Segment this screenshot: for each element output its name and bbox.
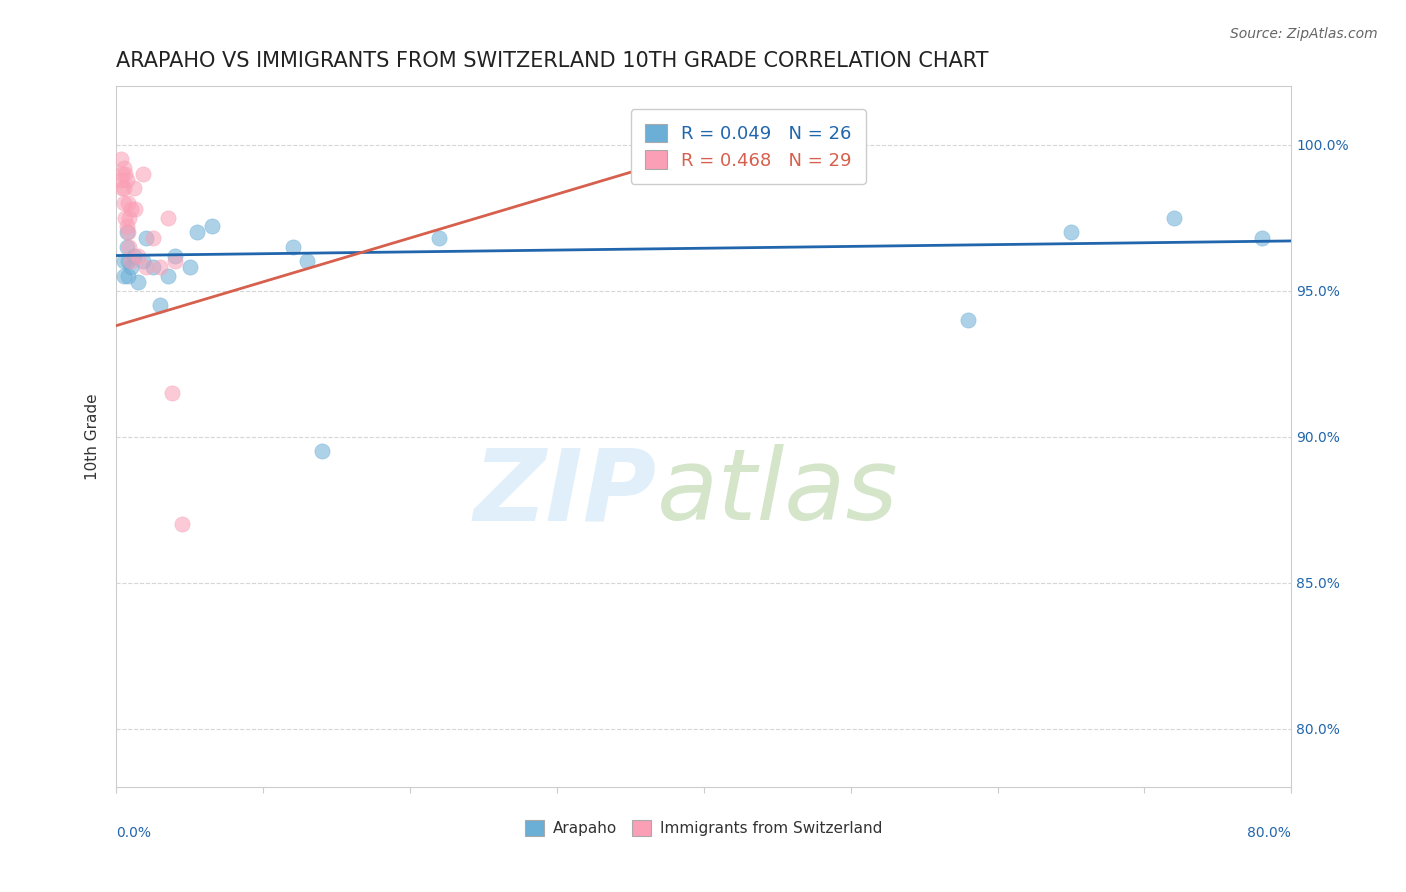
Point [120,260,142,275]
Point [163,254,186,268]
Point [132,167,155,181]
Point [117,268,139,283]
Point [1251,231,1274,245]
Point [142,260,165,275]
Point [156,211,179,225]
Point [311,444,333,458]
Text: 0.0%: 0.0% [117,826,152,840]
Point [120,202,142,216]
Point [297,254,319,268]
Point [149,298,172,312]
Point [118,211,141,225]
Point [160,385,183,400]
Point [429,231,451,245]
Point [135,231,157,245]
Point [957,313,980,327]
Point [114,167,136,181]
Point [186,225,208,239]
Point [135,260,157,275]
Point [664,144,686,158]
Point [111,167,134,181]
Text: atlas: atlas [657,444,898,541]
Point [112,181,135,195]
Point [281,240,304,254]
Point [115,219,138,234]
Point [111,181,134,195]
Point [156,268,179,283]
Legend: Arapaho, Immigrants from Switzerland: Arapaho, Immigrants from Switzerland [519,814,889,843]
Point [201,219,224,234]
Point [112,161,135,175]
Text: 80.0%: 80.0% [1247,826,1291,840]
Point [127,248,149,262]
Point [117,196,139,211]
Point [112,196,135,211]
Point [122,248,145,262]
Point [110,172,132,186]
Text: ARAPAHO VS IMMIGRANTS FROM SWITZERLAND 10TH GRADE CORRELATION CHART: ARAPAHO VS IMMIGRANTS FROM SWITZERLAND 1… [117,51,988,70]
Point [122,181,145,195]
Point [114,211,136,225]
Point [127,275,149,289]
Point [115,240,138,254]
Text: ZIP: ZIP [474,444,657,541]
Point [118,240,141,254]
Point [132,254,155,268]
Point [142,231,165,245]
Point [124,202,146,216]
Point [112,254,135,268]
Point [163,248,186,262]
Point [115,172,138,186]
Point [1060,225,1083,239]
Y-axis label: 10th Grade: 10th Grade [86,393,100,480]
Point [1163,211,1185,225]
Point [115,225,138,239]
Point [120,254,142,268]
Point [112,268,135,283]
Point [117,225,139,239]
Text: Source: ZipAtlas.com: Source: ZipAtlas.com [1230,27,1378,41]
Point [149,260,172,275]
Point [110,152,132,166]
Point [179,260,201,275]
Point [172,517,194,532]
Point [117,254,139,268]
